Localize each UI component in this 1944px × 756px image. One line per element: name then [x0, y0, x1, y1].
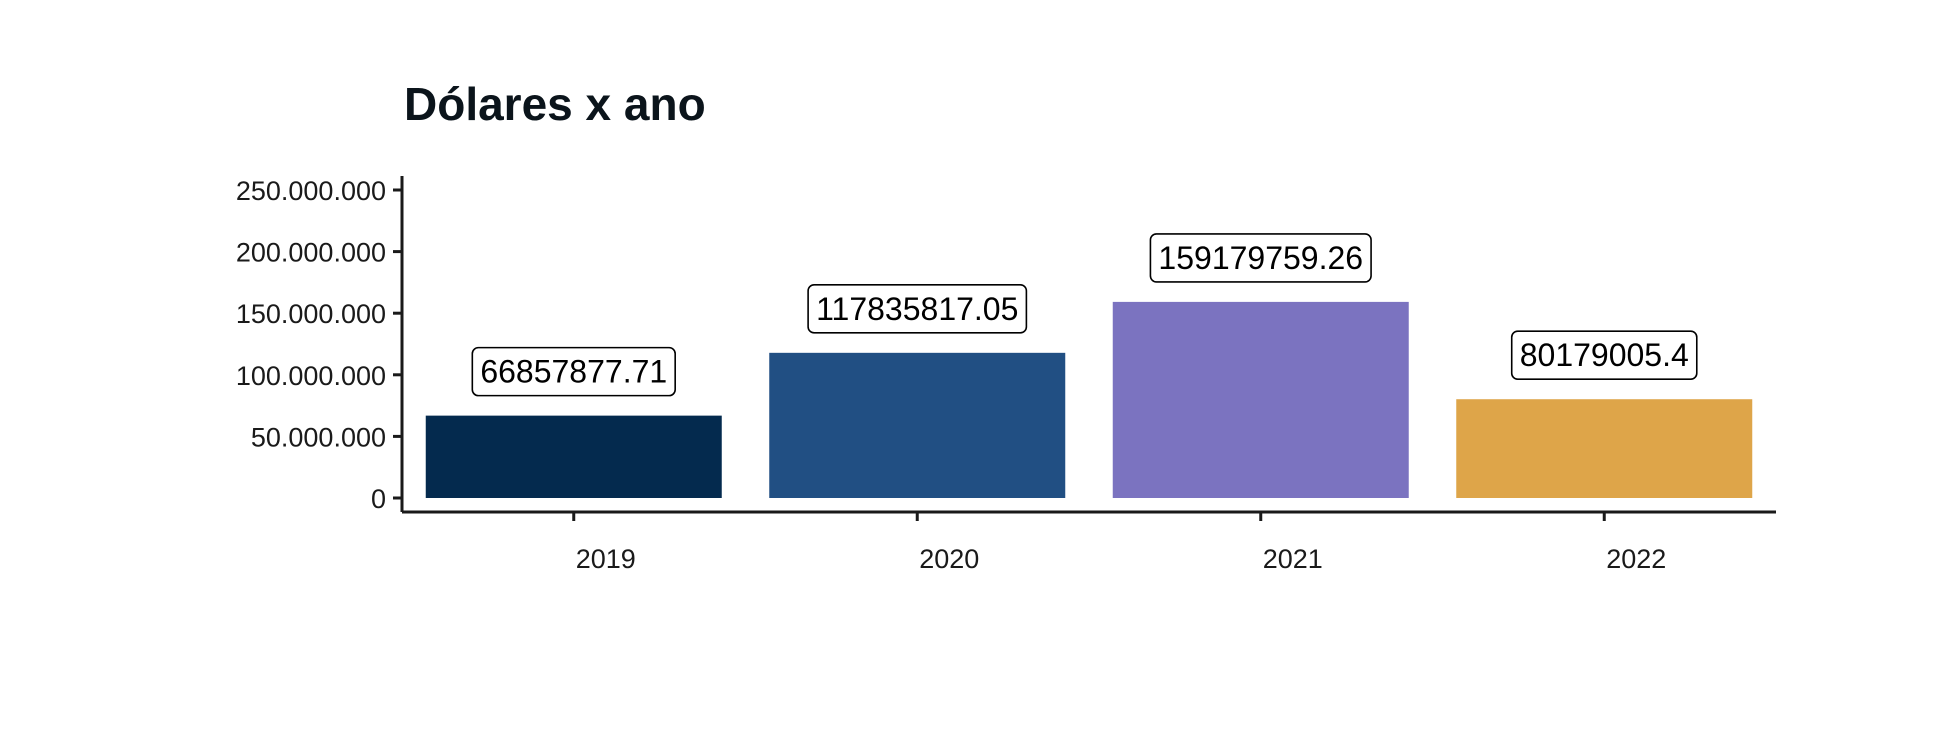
x-axis: 2019 2020 2021 2022	[402, 510, 1776, 574]
y-axis: 0 50.000.000 100.000.000 150.000.000 200.000…	[236, 176, 404, 514]
data-label-box	[471, 346, 676, 397]
bar-2020	[769, 352, 1066, 498]
data-label-2019: 66857877.71	[471, 346, 676, 397]
x-tick-label: 2022	[1606, 544, 1666, 574]
bars	[425, 301, 1753, 498]
bar-2022	[1456, 399, 1753, 498]
bar-2021	[1112, 301, 1409, 498]
x-tick-label: 2021	[1263, 544, 1323, 574]
y-tick-label: 50.000.000	[251, 422, 386, 452]
data-label-text: 117835817.05	[816, 291, 1018, 327]
data-label-text: 80179005.4	[1520, 337, 1689, 373]
y-tick-label: 250.000.000	[236, 176, 386, 206]
y-tick-label: 200.000.000	[236, 238, 386, 268]
x-tick-label: 2019	[576, 544, 636, 574]
data-label-box	[1149, 233, 1372, 283]
y-tick-label: 150.000.000	[236, 299, 386, 329]
y-tick-label: 0	[371, 484, 386, 514]
chart-title: Dólares x ano	[404, 78, 706, 130]
y-tick-label: 100.000.000	[236, 361, 386, 391]
data-label-box	[1510, 330, 1698, 381]
data-labels: 66857877.71 117835817.05 159179759.26 80179…	[471, 233, 1698, 397]
data-label-2020: 117835817.05	[807, 284, 1028, 334]
bar-2019	[425, 415, 722, 498]
data-label-text: 159179759.26	[1158, 240, 1363, 276]
data-label-box	[807, 284, 1028, 334]
data-label-2022: 80179005.4	[1510, 330, 1698, 381]
data-label-2021: 159179759.26	[1149, 233, 1372, 283]
x-tick-label: 2020	[919, 544, 979, 574]
data-label-text: 66857877.71	[480, 354, 667, 390]
